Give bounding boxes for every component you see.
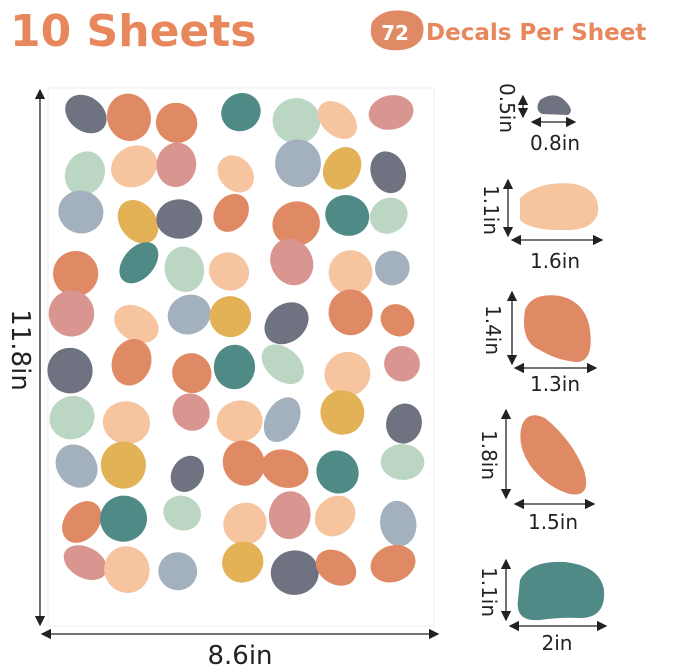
decal-blob bbox=[272, 98, 321, 144]
decal-blob bbox=[217, 155, 255, 193]
decal-blob bbox=[63, 545, 107, 581]
decal-blob bbox=[375, 250, 410, 286]
badge-count: 72 bbox=[381, 21, 409, 45]
decal-blob bbox=[386, 403, 422, 444]
decal-sample bbox=[520, 415, 587, 495]
decal-blob bbox=[119, 242, 159, 284]
decal-blob bbox=[328, 289, 373, 336]
decal-blob bbox=[325, 194, 370, 236]
size-height: 0.5in bbox=[495, 83, 519, 133]
decal-blob bbox=[316, 450, 359, 494]
decal-sample bbox=[537, 95, 571, 115]
decal-blob bbox=[213, 344, 256, 390]
decal-blob bbox=[100, 441, 146, 489]
decal-blob bbox=[209, 296, 252, 338]
decal-blob bbox=[58, 190, 104, 234]
decal-sample bbox=[517, 561, 605, 621]
decal-blob bbox=[64, 151, 105, 196]
subtitle: Decals Per Sheet bbox=[426, 20, 646, 46]
decal-blob bbox=[114, 304, 159, 343]
decal-blob bbox=[158, 552, 198, 591]
decal-blob bbox=[117, 199, 159, 244]
decal-blob bbox=[272, 201, 320, 247]
size-height: 1.1in bbox=[479, 185, 503, 235]
size-height: 1.1in bbox=[477, 567, 501, 617]
decal-blob bbox=[156, 199, 203, 239]
decal-blob bbox=[53, 250, 99, 297]
decal-blob bbox=[100, 495, 148, 542]
decal-blob bbox=[261, 344, 304, 385]
decal-blob bbox=[111, 145, 158, 188]
decal-sample bbox=[520, 183, 599, 231]
sheet-height: 11.8in bbox=[5, 309, 35, 391]
decal-blob bbox=[328, 250, 373, 295]
size-width: 1.5in bbox=[528, 510, 578, 534]
decal-blob bbox=[380, 500, 417, 547]
decal-blob bbox=[322, 147, 362, 190]
decal-blob bbox=[384, 346, 420, 382]
decal-blob bbox=[369, 197, 408, 234]
sheet-width: 8.6in bbox=[207, 641, 272, 671]
decal-blob bbox=[270, 238, 314, 286]
decal-blob bbox=[268, 491, 311, 540]
decal-blob bbox=[380, 304, 415, 337]
decal-blob bbox=[264, 302, 309, 345]
decal-blob bbox=[65, 94, 107, 134]
decal-blob bbox=[156, 142, 197, 187]
title: 10 Sheets bbox=[10, 6, 256, 57]
decal-blob bbox=[368, 95, 414, 130]
decal-blob bbox=[221, 93, 261, 132]
badge-blob bbox=[370, 10, 424, 51]
size-width: 0.8in bbox=[530, 131, 580, 155]
decal-blob bbox=[167, 294, 211, 335]
decal-blob bbox=[48, 290, 95, 337]
decal-blob bbox=[208, 252, 250, 291]
decal-blob bbox=[370, 544, 416, 583]
decal-blob bbox=[106, 93, 151, 142]
size-width: 2in bbox=[542, 631, 573, 655]
decal-blob bbox=[317, 101, 357, 139]
decal-blob bbox=[263, 397, 301, 443]
decal-blob bbox=[49, 395, 95, 440]
decal-blob bbox=[324, 351, 371, 397]
size-width: 1.3in bbox=[530, 372, 580, 396]
decal-blob bbox=[170, 455, 205, 492]
decal-blob bbox=[155, 102, 198, 143]
decal-blob bbox=[261, 449, 309, 488]
decal-blob bbox=[104, 546, 150, 593]
decal-blob bbox=[102, 401, 151, 445]
decal-blob bbox=[370, 151, 407, 194]
decal-blob bbox=[172, 353, 212, 394]
decal-blob bbox=[222, 541, 264, 583]
decal-blob bbox=[275, 139, 321, 188]
decal-blob bbox=[172, 393, 210, 431]
decal-blob bbox=[320, 390, 365, 435]
decal-blob bbox=[222, 440, 265, 486]
decal-blob bbox=[213, 193, 249, 232]
decal-blob bbox=[55, 444, 98, 488]
decal-blob bbox=[223, 502, 267, 545]
decal-blob bbox=[47, 347, 93, 394]
decal-blob bbox=[270, 550, 319, 595]
decal-sample bbox=[524, 295, 591, 362]
decal-sheet bbox=[47, 93, 425, 595]
size-width: 1.6in bbox=[530, 249, 580, 273]
size-height: 1.8in bbox=[477, 430, 501, 480]
decal-blob bbox=[380, 444, 425, 480]
size-height: 1.4in bbox=[481, 305, 505, 355]
decal-blob bbox=[314, 495, 356, 537]
decal-blob bbox=[111, 338, 152, 386]
decal-blob bbox=[216, 400, 263, 442]
decal-blob bbox=[315, 549, 357, 586]
decal-blob bbox=[62, 501, 102, 543]
decal-blob bbox=[163, 495, 201, 531]
decal-blob bbox=[164, 246, 205, 293]
